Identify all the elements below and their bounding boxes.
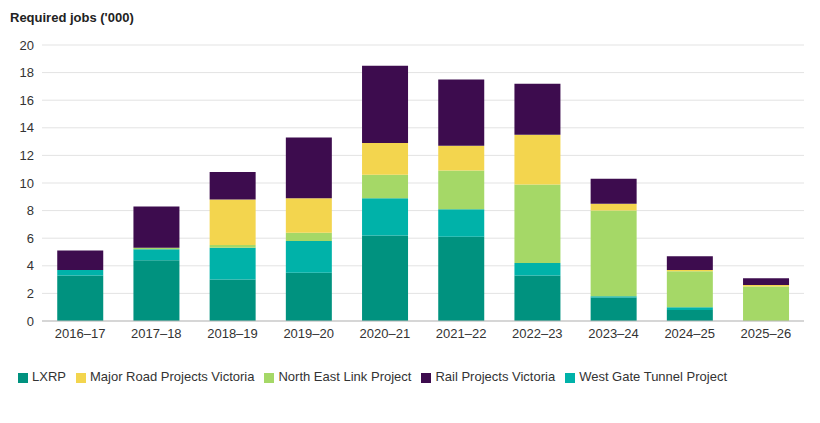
svg-text:2024–25: 2024–25 [664,326,715,341]
svg-text:2020–21: 2020–21 [360,326,411,341]
svg-text:2016–17: 2016–17 [55,326,106,341]
svg-text:2018–19: 2018–19 [207,326,258,341]
svg-text:20: 20 [20,38,34,53]
svg-text:8: 8 [27,203,34,218]
svg-text:2019–20: 2019–20 [283,326,334,341]
svg-text:0: 0 [27,314,34,329]
html-text:West Gate Tunnel Project: West Gate Tunnel Project [579,369,727,384]
svg-text:2: 2 [27,286,34,301]
svg-text:2017–18: 2017–18 [131,326,182,341]
svg-text:10: 10 [20,176,34,191]
svg-text:4: 4 [27,258,34,273]
svg-text:6: 6 [27,231,34,246]
svg-text:16: 16 [20,93,34,108]
html-text:LXRP: LXRP [32,369,66,384]
svg-text:12: 12 [20,148,34,163]
svg-text:2021–22: 2021–22 [436,326,487,341]
svg-text:2023–24: 2023–24 [588,326,639,341]
svg-text:2025–26: 2025–26 [741,326,792,341]
html-text:Required jobs ('000): Required jobs ('000) [10,10,134,25]
svg-text:18: 18 [20,65,34,80]
html-text:Rail Projects Victoria: Rail Projects Victoria [435,369,556,384]
html-text:Major Road Projects Victoria: Major Road Projects Victoria [90,369,255,384]
svg-text:2022–23: 2022–23 [512,326,563,341]
html-text:North East Link Project: North East Link Project [278,369,412,384]
svg-text:14: 14 [20,120,34,135]
